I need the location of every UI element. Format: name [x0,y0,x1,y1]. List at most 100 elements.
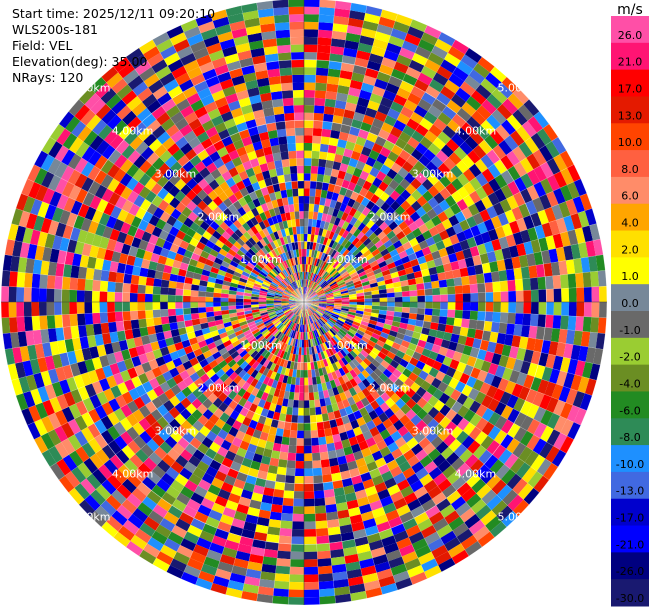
velocity-cell [435,441,449,454]
velocity-cell [394,138,408,150]
velocity-cell [285,328,291,336]
velocity-cell [573,178,587,197]
velocity-cell [117,382,129,395]
velocity-cell [325,309,333,313]
velocity-cell [94,333,104,347]
velocity-cell [315,75,328,84]
velocity-cell [307,339,312,348]
velocity-cell [123,358,135,370]
velocity-cell [530,313,539,327]
velocity-cell [379,146,392,158]
velocity-cell [447,286,456,295]
velocity-cell [325,306,334,310]
velocity-cell [459,353,470,365]
velocity-cell [297,415,304,424]
velocity-cell [229,336,239,344]
velocity-cell [288,6,304,15]
velocity-cell [290,219,297,228]
velocity-cell [18,376,31,394]
ray-line [303,301,495,538]
velocity-cell [238,225,247,235]
velocity-cell [332,479,344,490]
velocity-cell [307,362,312,371]
velocity-cell [329,395,337,405]
velocity-cell [327,319,335,326]
velocity-cell [469,177,482,191]
velocity-cell [40,260,50,276]
velocity-cell [404,172,416,184]
colorbar-cell [611,552,649,580]
velocity-cell [328,364,335,373]
velocity-cell [68,487,85,505]
velocity-cell [308,280,313,288]
velocity-cell [291,536,304,545]
velocity-cell [227,264,237,272]
velocity-cell [92,312,101,325]
velocity-cell [395,363,406,374]
velocity-cell [417,339,427,349]
velocity-cell [267,129,278,139]
velocity-cell [208,509,223,522]
velocity-cell [436,498,451,512]
velocity-cell [292,281,298,289]
velocity-cell [279,315,287,322]
ray-line [303,301,567,454]
velocity-cell [172,219,184,231]
velocity-cell [197,255,208,264]
velocity-cell [290,265,295,274]
velocity-cell [167,85,183,99]
velocity-cell [283,308,291,314]
velocity-cell [556,370,568,387]
velocity-cell [47,158,62,175]
velocity-cell [285,467,296,476]
velocity-cell [304,188,310,197]
velocity-cell [533,422,547,439]
velocity-cell [200,454,214,466]
velocity-cell [241,213,251,223]
velocity-cell [244,332,254,340]
velocity-cell [501,119,516,136]
ray-line [303,223,597,303]
velocity-cell [409,296,418,302]
velocity-cell [481,394,493,409]
velocity-cell [256,335,265,343]
velocity-cell [462,248,473,259]
velocity-cell [304,438,312,446]
velocity-cell [467,440,481,455]
velocity-cell [116,330,127,342]
velocity-cell [491,109,507,125]
velocity-cell [487,362,499,376]
velocity-cell [290,305,298,311]
velocity-cell [304,332,306,340]
velocity-cell [270,504,283,513]
velocity-cell [369,260,379,268]
velocity-cell [175,72,191,86]
velocity-cell [397,425,409,437]
velocity-cell [39,315,48,330]
velocity-cell [282,293,290,298]
velocity-cell [266,352,274,362]
velocity-cell [353,219,362,229]
velocity-cell [208,49,225,62]
velocity-cell [329,53,344,63]
velocity-cell [160,118,175,132]
velocity-cell [502,223,513,237]
velocity-cell [229,572,246,584]
velocity-cell [297,324,301,332]
velocity-cell [317,307,326,312]
velocity-cell [240,257,249,265]
velocity-cell [323,286,331,292]
velocity-cell [440,302,448,310]
velocity-cell [162,411,175,424]
velocity-cell [221,351,231,360]
velocity-cell [161,491,177,506]
velocity-cell [181,255,191,265]
velocity-cell [350,590,367,602]
velocity-cell [263,548,278,559]
velocity-cell [438,199,451,212]
velocity-cell [365,343,374,351]
velocity-cell [481,182,495,196]
velocity-cell [229,371,239,381]
velocity-cell [236,146,247,157]
velocity-cell [218,248,228,257]
